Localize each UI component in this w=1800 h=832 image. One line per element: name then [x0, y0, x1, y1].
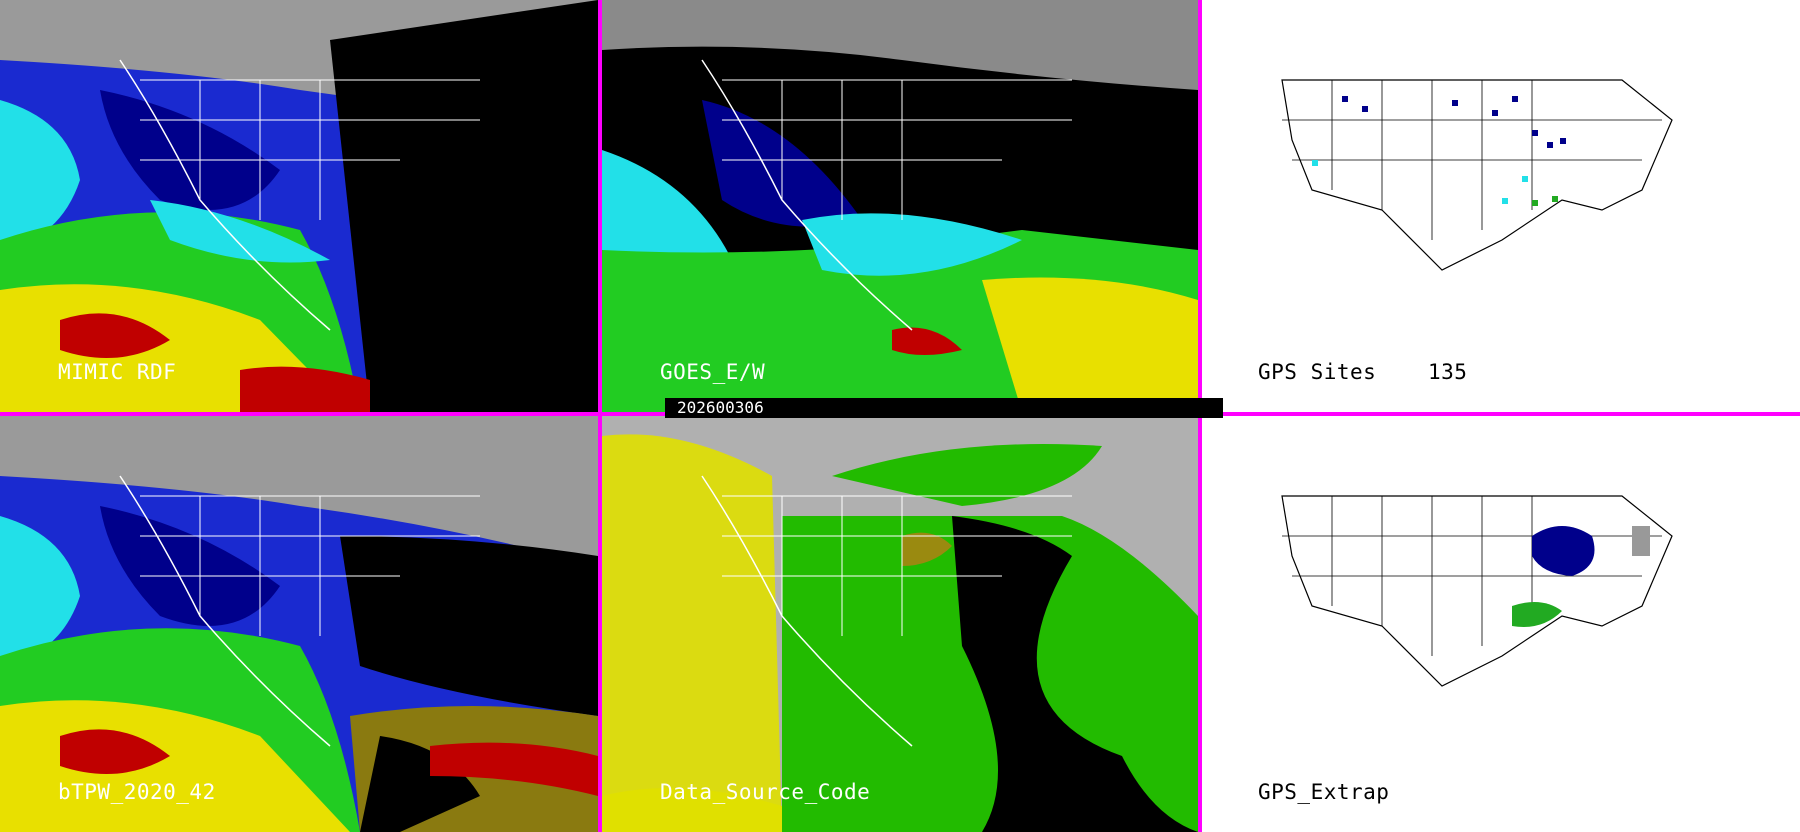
panel-goes: GOES_E/W: [602, 0, 1198, 412]
panel-label: GOES_E/W: [660, 360, 766, 384]
mimic-map: [0, 0, 598, 412]
date-label: 202600306: [665, 398, 1223, 418]
vertical-divider-left: [598, 0, 602, 832]
gps-site-count: 135: [1428, 360, 1468, 384]
panel-btpw: bTPW_2020_42: [0, 416, 598, 832]
data-source-code-map: [602, 416, 1198, 832]
panel-gps-extrap: GPS_Extrap: [1202, 416, 1800, 832]
goes-map: [602, 0, 1198, 412]
gps-site-markers: [1342, 96, 1566, 148]
gps-sites-map: [1281, 79, 1673, 271]
panel-gps-sites: GPS Sites 135: [1202, 0, 1800, 412]
panel-mimic: MIMIC RDF: [0, 0, 598, 412]
gps-extrap-map: [1281, 495, 1673, 687]
panel-data-source-code: Data_Source_Code: [602, 416, 1198, 832]
panel-label: Data_Source_Code: [660, 780, 871, 804]
panel-label: GPS Sites: [1258, 360, 1377, 384]
btpw-map: [0, 416, 598, 832]
panel-label: GPS_Extrap: [1258, 780, 1390, 804]
panel-label: MIMIC RDF: [58, 360, 177, 384]
gps-extrap-region: [1532, 526, 1595, 576]
panel-label: bTPW_2020_42: [58, 780, 216, 804]
